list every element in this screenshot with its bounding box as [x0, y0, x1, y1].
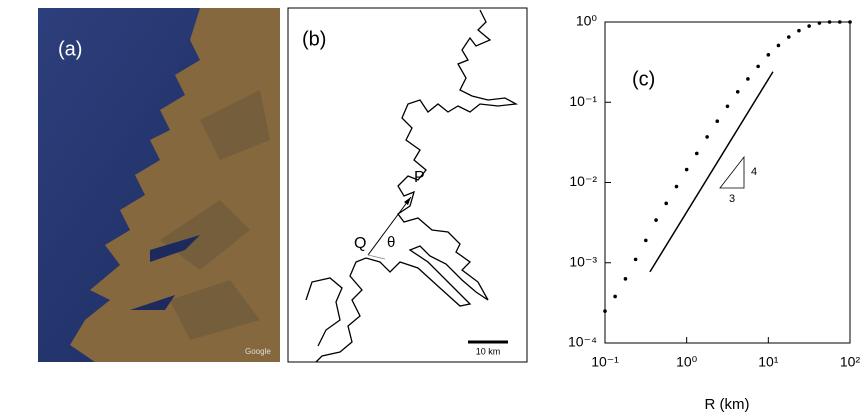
data-point	[644, 238, 648, 243]
slope-triangle	[719, 155, 745, 189]
data-point	[705, 135, 709, 139]
data-point	[664, 201, 669, 206]
data-point	[715, 119, 720, 124]
data-point	[674, 184, 679, 189]
data-point	[837, 20, 842, 24]
terrain	[160, 90, 270, 340]
data-point	[694, 151, 699, 156]
point-label: P	[414, 169, 425, 186]
watermark: Google	[245, 347, 271, 356]
data-point	[786, 35, 791, 39]
land	[70, 8, 280, 362]
angle-label: θ	[387, 234, 395, 251]
data-point	[766, 53, 771, 57]
y-tick-label: 10⁻¹	[569, 93, 597, 109]
data-point	[776, 43, 781, 48]
x-axis-label: R (km)	[705, 396, 750, 413]
data-point	[807, 24, 811, 28]
panel-label: (a)	[58, 38, 82, 60]
x-tick-label: 10²	[840, 354, 861, 370]
panel-c: (c) R (km) 4 3 10⁻¹ 10⁰ 10¹ 10² 10⁻⁴ 10⁻³ 10⁻²…	[568, 13, 860, 413]
y-tick-label: 10⁻⁴	[568, 334, 597, 350]
slope-label: 3	[729, 193, 735, 205]
x-tick-label: 10⁻¹	[591, 354, 619, 370]
annotation: (c)	[632, 68, 655, 90]
y-tick-label: 10⁰	[576, 13, 598, 29]
reference-line	[649, 71, 774, 273]
panel-b: P Q θ 10 km (b)	[287, 7, 528, 363]
x-tick-label: 10¹	[758, 354, 779, 370]
arrow-line	[367, 196, 412, 256]
arrow-head	[404, 197, 411, 205]
data-point	[746, 77, 750, 81]
panel-label: (b)	[302, 28, 326, 50]
angle-ref	[367, 254, 386, 260]
slope-label: 4	[751, 166, 757, 178]
point-label: Q	[354, 235, 366, 252]
data-point	[756, 64, 760, 69]
data-point	[613, 294, 617, 299]
data-point	[848, 20, 852, 24]
data-point	[603, 309, 607, 313]
data-point	[735, 89, 740, 94]
y-tick-label: 10⁻²	[569, 173, 597, 189]
data-point	[797, 28, 801, 33]
data-point	[623, 277, 628, 281]
data-point	[817, 21, 822, 25]
data-point	[654, 218, 658, 222]
data-point	[725, 104, 730, 109]
y-tick-label: 10⁻³	[569, 253, 597, 269]
data-point	[684, 167, 689, 172]
panel-a: (a) Google	[38, 8, 280, 362]
data-point	[827, 20, 832, 24]
panel-frame	[287, 7, 528, 363]
x-tick-label: 10⁰	[676, 354, 698, 370]
inlet	[130, 235, 200, 310]
scale-label: 10 km	[476, 346, 501, 356]
data-point	[633, 257, 638, 262]
